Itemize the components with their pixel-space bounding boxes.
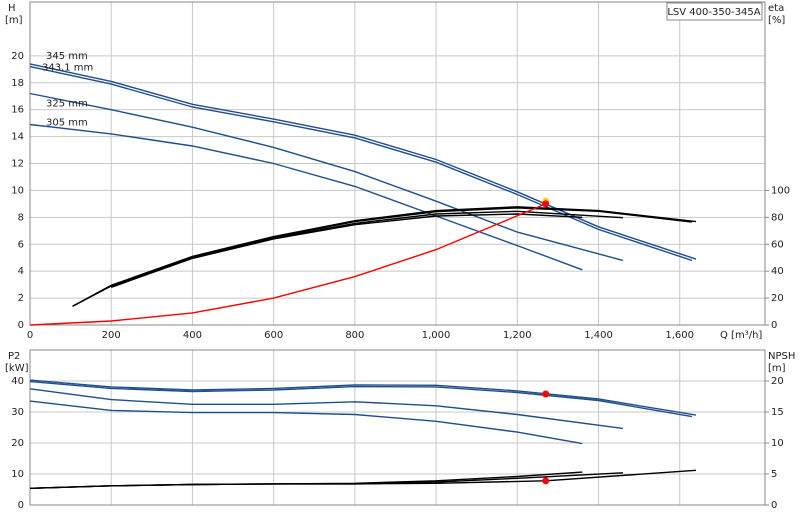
y2-tick-label: 15 xyxy=(771,407,784,418)
curve xyxy=(29,203,546,326)
y2-tick-label: 40 xyxy=(771,266,784,277)
y-axis-label: H xyxy=(8,3,16,14)
plot-area xyxy=(30,350,765,505)
y2-tick-label: 0 xyxy=(771,500,777,511)
y2-tick-label: 20 xyxy=(771,376,784,387)
y-tick-label: 20 xyxy=(11,438,24,449)
y2-axis-unit: [%] xyxy=(768,15,785,26)
x-tick-label: 1,400 xyxy=(584,330,613,341)
curve xyxy=(29,380,693,418)
y-tick-label: 2 xyxy=(18,293,24,304)
y2-tick-label: 5 xyxy=(771,469,777,480)
x-tick-label: 0 xyxy=(27,330,33,341)
y-tick-label: 4 xyxy=(18,266,24,277)
x-tick-label: 200 xyxy=(102,330,121,341)
y-axis-unit: [m] xyxy=(5,15,23,26)
y-tick-label: 10 xyxy=(11,185,24,196)
y-tick-label: 18 xyxy=(11,78,24,89)
y-axis-unit: [kW] xyxy=(5,363,29,374)
y2-tick-label: 80 xyxy=(771,212,784,223)
legend-box xyxy=(666,2,763,21)
operating-point xyxy=(542,477,550,485)
curve xyxy=(29,379,697,416)
operating-point xyxy=(542,390,550,398)
y2-tick-label: 0 xyxy=(771,320,777,331)
y2-tick-label: 100 xyxy=(771,185,790,196)
x-tick-label: 800 xyxy=(345,330,364,341)
legend-text: LSV 400-350-345A xyxy=(667,7,760,18)
y-tick-label: 0 xyxy=(18,500,24,511)
y-axis-label: P2 xyxy=(8,351,20,362)
curve-label: 325 mm xyxy=(46,99,88,110)
x-tick-label: 1,000 xyxy=(422,330,451,341)
y-tick-label: 20 xyxy=(11,51,24,62)
y-tick-label: 6 xyxy=(18,239,24,250)
curve xyxy=(29,123,583,271)
y2-tick-label: 60 xyxy=(771,239,784,250)
curve-label: 305 mm xyxy=(46,117,88,128)
y-tick-label: 8 xyxy=(18,212,24,223)
curve-label: 343.1 mm xyxy=(42,63,93,74)
curve xyxy=(29,92,624,262)
curve xyxy=(29,388,623,430)
curve xyxy=(29,65,693,262)
y-tick-label: 14 xyxy=(11,132,24,143)
x-tick-label: 1,200 xyxy=(503,330,532,341)
x-tick-label: 1,600 xyxy=(665,330,694,341)
y2-tick-label: 10 xyxy=(771,438,784,449)
y-tick-label: 10 xyxy=(11,469,24,480)
y-tick-label: 0 xyxy=(18,320,24,331)
x-tick-label: 600 xyxy=(264,330,283,341)
x-axis-label: Q [m³/h] xyxy=(720,330,762,341)
y-tick-label: 16 xyxy=(11,105,24,116)
y-tick-label: 12 xyxy=(11,159,24,170)
y-tick-label: 40 xyxy=(11,376,24,387)
curve xyxy=(29,471,583,489)
plot-frame xyxy=(29,1,766,326)
y2-axis-unit: [m] xyxy=(768,363,786,374)
y2-axis-label: NPSH xyxy=(768,351,795,362)
curve xyxy=(29,400,583,445)
curve xyxy=(110,213,583,288)
y-tick-label: 30 xyxy=(11,407,24,418)
y2-axis-label: eta xyxy=(768,3,784,14)
curve-label: 345 mm xyxy=(46,51,88,62)
x-tick-label: 400 xyxy=(183,330,202,341)
y2-tick-label: 20 xyxy=(771,293,784,304)
plot-frame xyxy=(29,349,766,506)
operating-point xyxy=(542,200,550,208)
